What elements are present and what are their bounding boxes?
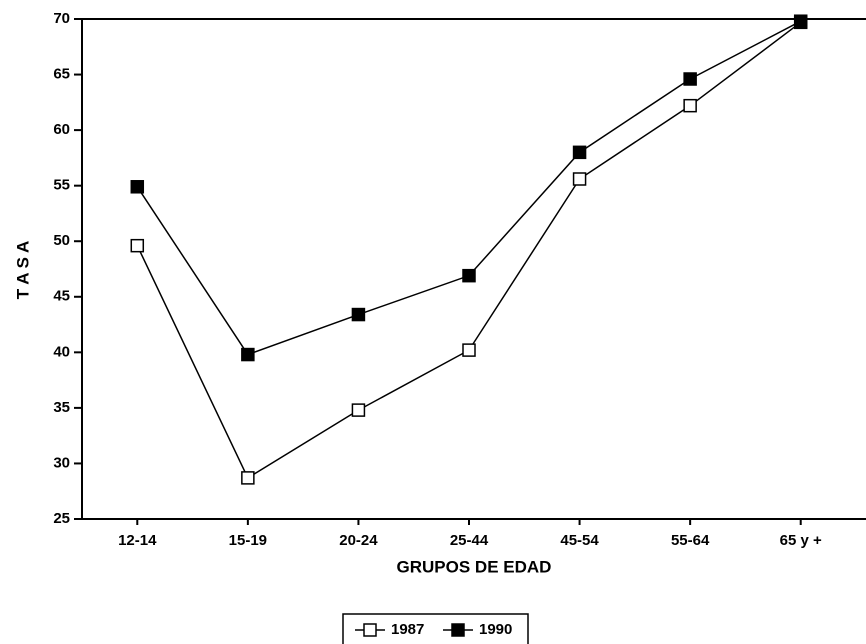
series-line [136,20,802,356]
y-tick-label: 65 [53,66,70,83]
y-tick-label: 60 [53,121,70,138]
y-tick-label: 55 [53,177,70,194]
y-tick-label: 25 [53,510,70,527]
marker [462,343,476,357]
marker [351,307,366,322]
marker [683,72,697,86]
x-axis-label: GRUPOS DE EDAD [397,557,552,576]
y-tick-label: 30 [53,454,70,471]
x-tick-label: 25-44 [450,532,489,549]
marker [793,14,808,28]
y-tick-label: 35 [53,399,70,416]
x-tick-label: 15-19 [229,532,267,549]
marker [683,98,697,113]
y-tick-label: 40 [53,343,70,360]
marker [241,347,255,362]
legend-label: 1987 [391,621,424,638]
marker [130,180,145,194]
marker [130,238,145,253]
x-tick-label: 45-54 [560,532,599,549]
marker [572,145,587,160]
series-line [136,21,802,479]
y-tick-label: 45 [53,288,70,305]
marker [572,172,587,186]
x-tick-label: 12-14 [118,532,157,549]
x-tick-label: 20-24 [339,532,378,549]
legend-marker [363,623,377,637]
y-axis-label: T A S A [13,241,32,300]
legend-marker [451,623,465,637]
y-tick-label: 50 [53,232,70,249]
x-tick-label: 65 y + [780,532,822,549]
marker [351,403,366,417]
marker [462,268,476,283]
x-tick-label: 55-64 [671,532,710,549]
y-tick-label: 70 [53,10,70,27]
marker [241,471,255,485]
legend-label: 1990 [479,621,512,638]
